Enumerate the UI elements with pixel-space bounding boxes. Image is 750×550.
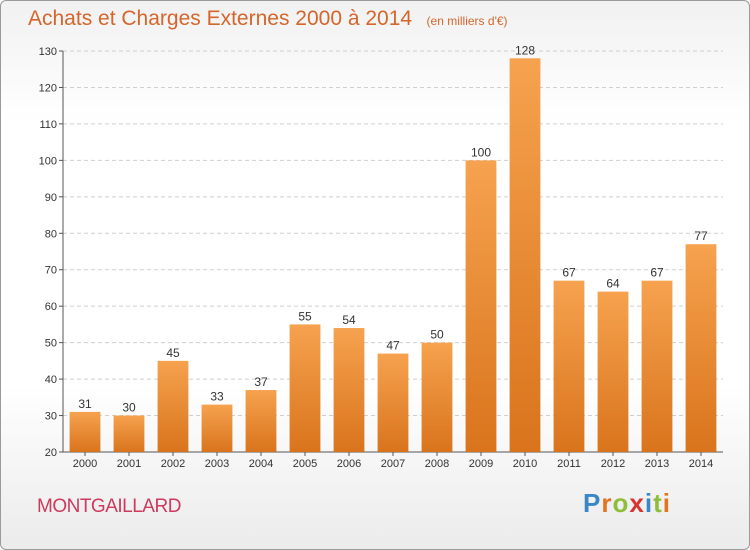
x-tick-label: 2003 <box>205 458 229 470</box>
data-label: 30 <box>122 401 136 415</box>
logo-letter: P <box>583 488 602 518</box>
bar <box>509 58 541 453</box>
bar <box>377 353 409 452</box>
bar <box>245 390 277 452</box>
bar <box>289 324 321 452</box>
logo-letter: r <box>601 488 613 518</box>
data-label: 77 <box>694 229 708 243</box>
data-label: 64 <box>606 277 620 291</box>
proxiti-logo: Proxiti <box>583 488 671 519</box>
logo-letter: x <box>629 488 645 518</box>
data-label: 33 <box>210 390 224 404</box>
bar <box>157 360 189 452</box>
bar <box>641 280 673 452</box>
data-label: 54 <box>342 313 356 327</box>
y-tick-label: 70 <box>45 265 57 277</box>
y-tick-label: 130 <box>39 46 57 58</box>
bar <box>201 404 233 452</box>
chart-title: Achats et Charges Externes 2000 à 2014 <box>28 7 413 30</box>
logo-letter: t <box>653 488 663 518</box>
y-tick-label: 60 <box>45 301 57 313</box>
x-tick-label: 2004 <box>249 458 273 470</box>
chart-subtitle: (en milliers d'€) <box>426 14 508 28</box>
x-tick-label: 2008 <box>425 458 449 470</box>
data-label: 55 <box>298 309 312 323</box>
bar <box>553 280 585 452</box>
y-tick-label: 90 <box>45 192 57 204</box>
bar <box>113 415 145 452</box>
x-tick-label: 2007 <box>381 458 405 470</box>
logo-letter: i <box>662 488 671 518</box>
logo-letter: o <box>612 488 630 518</box>
y-tick-label: 30 <box>45 411 57 423</box>
commune-name: MONTGAILLARD <box>37 496 181 517</box>
y-tick-label: 50 <box>45 338 57 350</box>
chart-title-block: Achats et Charges Externes 2000 à 2014 (… <box>28 7 508 31</box>
data-label: 128 <box>515 43 535 57</box>
x-tick-label: 2009 <box>469 458 493 470</box>
x-tick-label: 2012 <box>601 458 625 470</box>
y-tick-label: 110 <box>39 119 57 131</box>
x-tick-label: 2011 <box>557 458 581 470</box>
y-tick-label: 100 <box>39 155 57 167</box>
data-label: 45 <box>166 346 180 360</box>
data-label: 100 <box>471 145 491 159</box>
bar <box>69 411 101 452</box>
data-label: 67 <box>562 266 576 280</box>
x-tick-label: 2013 <box>645 458 669 470</box>
x-tick-label: 2002 <box>161 458 185 470</box>
bar <box>597 291 629 452</box>
data-label: 50 <box>430 328 444 342</box>
bar <box>333 328 365 452</box>
x-tick-label: 2001 <box>117 458 141 470</box>
data-label: 31 <box>78 397 92 411</box>
y-tick-label: 80 <box>45 228 57 240</box>
data-label: 47 <box>386 339 400 353</box>
data-label: 37 <box>254 375 268 389</box>
y-tick-label: 120 <box>39 82 57 94</box>
data-label: 67 <box>650 266 664 280</box>
y-tick-label: 40 <box>45 374 57 386</box>
x-tick-label: 2010 <box>513 458 537 470</box>
x-tick-label: 2000 <box>73 458 97 470</box>
logo-letter: i <box>644 488 654 518</box>
x-tick-label: 2014 <box>689 458 713 470</box>
bar <box>465 160 497 452</box>
x-tick-label: 2005 <box>293 458 317 470</box>
bar <box>421 342 453 452</box>
bar <box>685 244 717 452</box>
y-tick-label: 20 <box>45 447 57 459</box>
x-tick-label: 2006 <box>337 458 361 470</box>
